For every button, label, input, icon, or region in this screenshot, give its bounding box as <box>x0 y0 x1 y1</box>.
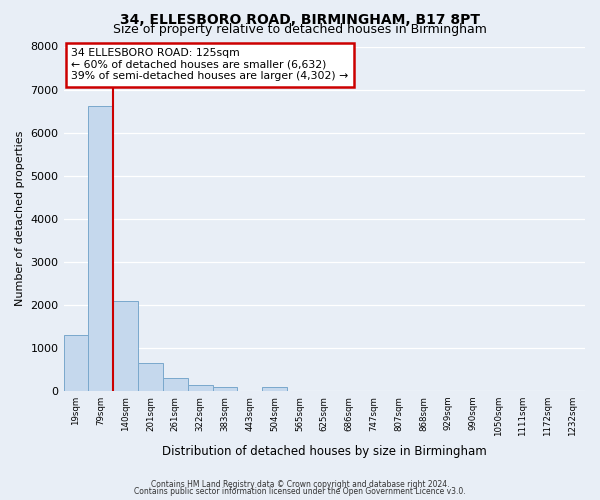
Bar <box>262 387 287 391</box>
Text: Contains HM Land Registry data © Crown copyright and database right 2024.: Contains HM Land Registry data © Crown c… <box>151 480 449 489</box>
Text: Contains public sector information licensed under the Open Government Licence v3: Contains public sector information licen… <box>134 488 466 496</box>
Y-axis label: Number of detached properties: Number of detached properties <box>15 131 25 306</box>
Text: 34, ELLESBORO ROAD, BIRMINGHAM, B17 8PT: 34, ELLESBORO ROAD, BIRMINGHAM, B17 8PT <box>120 12 480 26</box>
Bar <box>113 302 138 391</box>
Bar <box>64 334 88 391</box>
Text: Size of property relative to detached houses in Birmingham: Size of property relative to detached ho… <box>113 22 487 36</box>
Text: 34 ELLESBORO ROAD: 125sqm
← 60% of detached houses are smaller (6,632)
39% of se: 34 ELLESBORO ROAD: 125sqm ← 60% of detac… <box>71 48 349 82</box>
X-axis label: Distribution of detached houses by size in Birmingham: Distribution of detached houses by size … <box>162 444 487 458</box>
Bar <box>163 378 188 391</box>
Bar <box>88 106 113 391</box>
Bar <box>138 362 163 391</box>
Bar <box>212 387 238 391</box>
Bar <box>188 386 212 391</box>
